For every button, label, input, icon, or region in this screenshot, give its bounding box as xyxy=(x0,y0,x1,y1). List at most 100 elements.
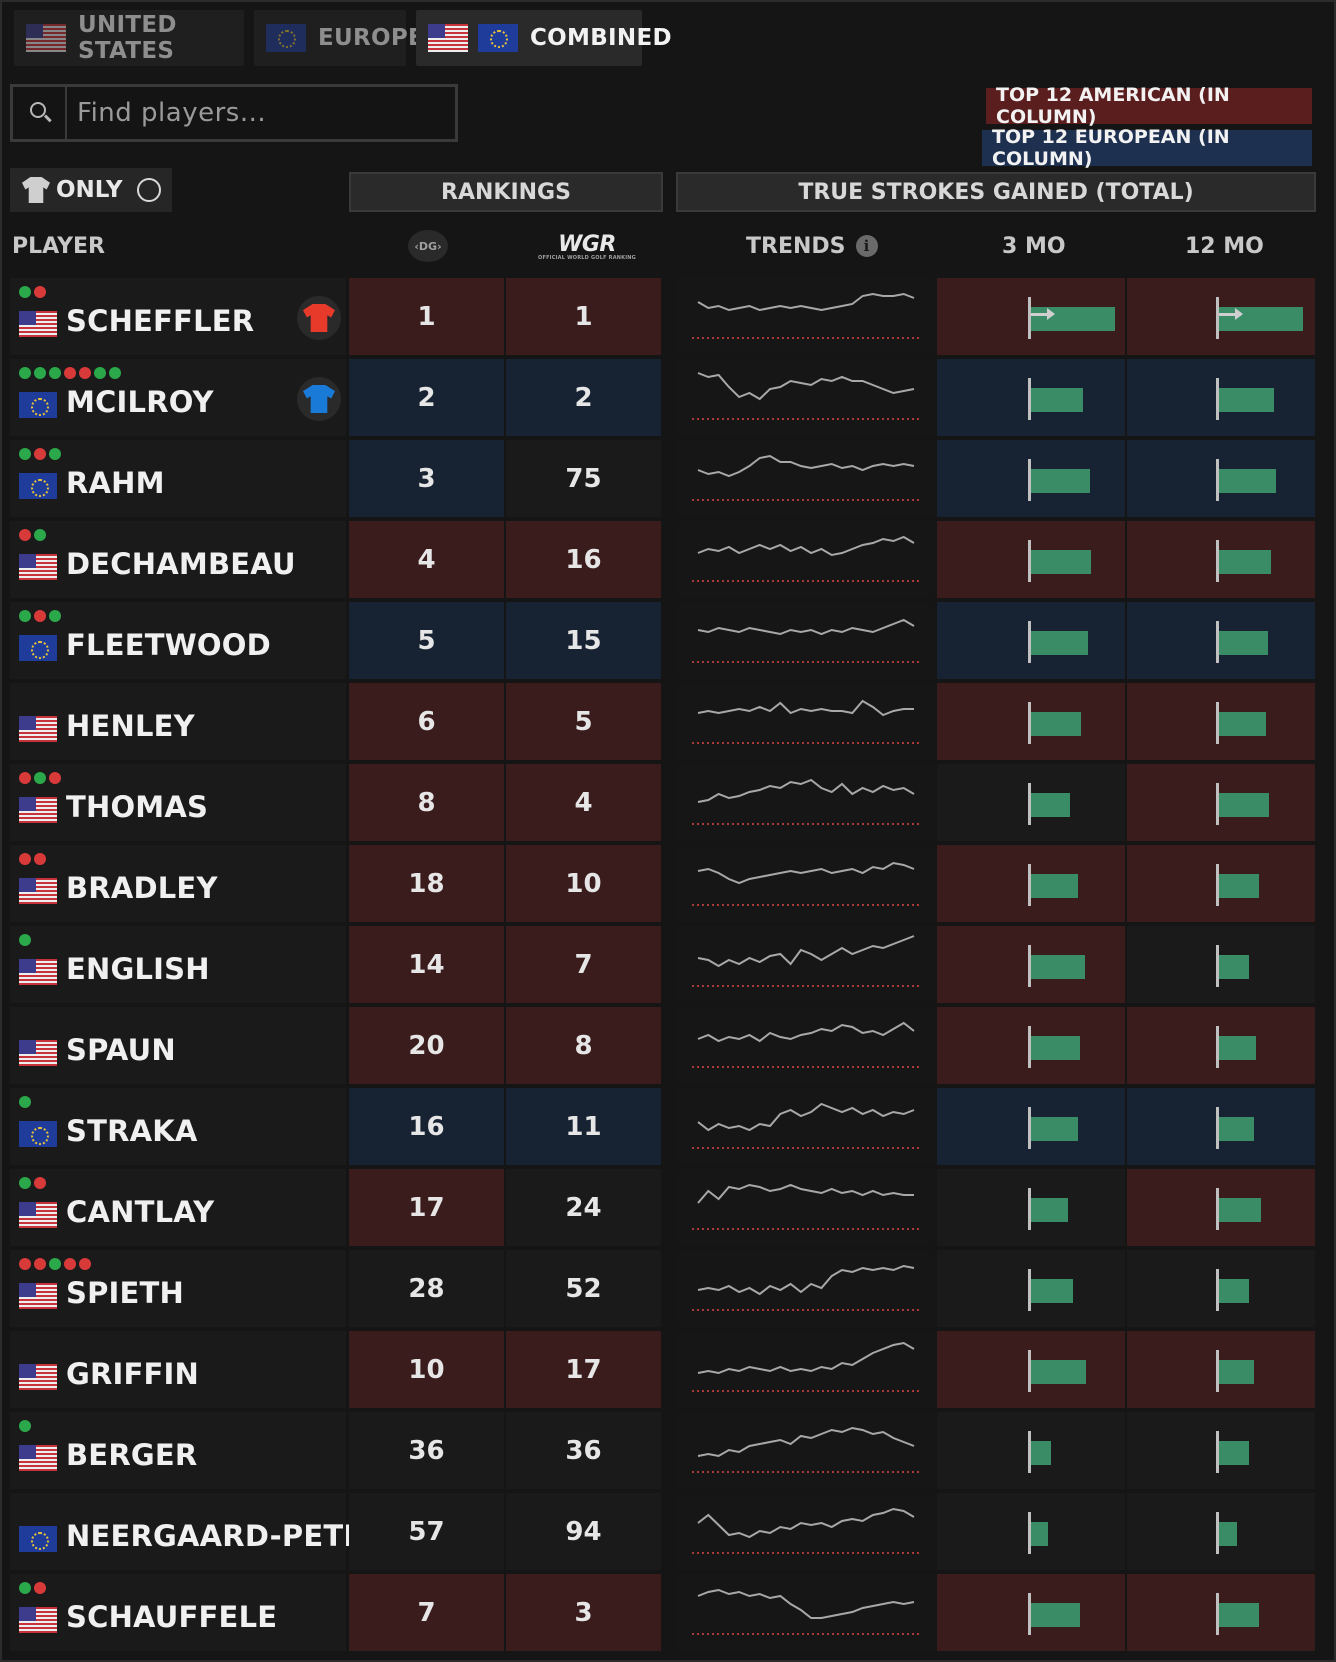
table-row[interactable]: ENGLISH 14 7 xyxy=(2,926,1334,1007)
bar-axis xyxy=(1028,702,1031,744)
player-name[interactable]: CANTLAY xyxy=(66,1195,215,1229)
sg-12mo-bar xyxy=(1219,955,1249,979)
player-name[interactable]: NEERGAARD-PETE... xyxy=(66,1519,397,1553)
dg-rank-cell: 14 xyxy=(349,926,504,1003)
player-cell[interactable]: SPIETH xyxy=(10,1250,346,1327)
player-cell[interactable]: BRADLEY xyxy=(10,845,346,922)
table-row[interactable]: HENLEY 6 5 xyxy=(2,683,1334,764)
table-row[interactable]: MCILROY 2 2 xyxy=(2,359,1334,440)
player-name[interactable]: SCHEFFLER xyxy=(66,304,255,338)
player-cell[interactable]: STRAKA xyxy=(10,1088,346,1165)
player-name[interactable]: SCHAUFFELE xyxy=(66,1600,278,1634)
column-header-player[interactable]: PLAYER xyxy=(12,233,105,259)
table-row[interactable]: CANTLAY 17 24 xyxy=(2,1169,1334,1250)
player-name[interactable]: RAHM xyxy=(66,466,165,500)
bar-axis xyxy=(1216,1512,1219,1554)
column-header-trends: TRENDS i xyxy=(746,224,878,268)
player-name[interactable]: GRIFFIN xyxy=(66,1357,200,1391)
bar-axis xyxy=(1028,297,1031,339)
player-cell[interactable]: HENLEY xyxy=(10,683,346,760)
player-name[interactable]: DECHAMBEAU xyxy=(66,547,296,581)
sg-12mo-bar xyxy=(1219,1279,1249,1303)
only-filter-radio[interactable] xyxy=(136,178,161,202)
player-name[interactable]: HENLEY xyxy=(66,709,195,743)
form-dot xyxy=(19,286,31,298)
sg-3mo-cell xyxy=(937,521,1125,598)
player-cell[interactable]: ENGLISH xyxy=(10,926,346,1003)
table-row[interactable]: GRIFFIN 10 17 xyxy=(2,1331,1334,1412)
table-row[interactable]: BERGER 36 36 xyxy=(2,1412,1334,1493)
table-row[interactable]: SPAUN 20 8 xyxy=(2,1007,1334,1088)
table-row[interactable]: FLEETWOOD 5 15 xyxy=(2,602,1334,683)
shirt-badge[interactable] xyxy=(297,377,341,421)
player-cell[interactable]: GRIFFIN xyxy=(10,1331,346,1408)
dg-rank-cell: 20 xyxy=(349,1007,504,1084)
player-name[interactable]: MCILROY xyxy=(66,385,214,419)
player-cell[interactable]: SCHAUFFELE xyxy=(10,1574,346,1651)
player-cell[interactable]: NEERGAARD-PETE... xyxy=(10,1493,397,1570)
player-cell[interactable]: THOMAS xyxy=(10,764,346,841)
form-dot xyxy=(34,286,46,298)
form-dot xyxy=(19,610,31,622)
tab-europe[interactable]: EUROPE xyxy=(254,10,424,66)
player-cell[interactable]: DECHAMBEAU xyxy=(10,521,346,598)
player-cell[interactable]: BERGER xyxy=(10,1412,346,1489)
table-row[interactable]: SCHEFFLER 1 1 xyxy=(2,278,1334,359)
player-name[interactable]: BRADLEY xyxy=(66,871,218,905)
player-name[interactable]: STRAKA xyxy=(66,1114,198,1148)
player-name[interactable]: BERGER xyxy=(66,1438,198,1472)
sg-12mo-cell xyxy=(1127,845,1315,922)
player-name[interactable]: THOMAS xyxy=(66,790,209,824)
only-shirt-filter[interactable]: ONLY xyxy=(10,168,172,212)
player-name[interactable]: SPIETH xyxy=(66,1276,184,1310)
column-header-12-month[interactable]: 12 MO xyxy=(1185,233,1264,259)
form-dots xyxy=(19,367,124,379)
bar-axis xyxy=(1028,540,1031,582)
player-cell[interactable]: SCHEFFLER xyxy=(10,278,346,355)
trend-sparkline xyxy=(692,1183,920,1230)
search-input[interactable] xyxy=(67,87,455,139)
table-row[interactable]: NEERGAARD-PETE... 57 94 xyxy=(2,1493,1334,1574)
bar-axis xyxy=(1216,1350,1219,1392)
sg-3mo-bar xyxy=(1031,1036,1080,1060)
trend-cell xyxy=(678,359,935,436)
table-row[interactable]: SCHAUFFELE 7 3 xyxy=(2,1574,1334,1655)
form-dots xyxy=(19,772,64,784)
table-row[interactable]: SPIETH 28 52 xyxy=(2,1250,1334,1331)
owgr-rank-cell: 7 xyxy=(506,926,661,1003)
form-dot xyxy=(34,1258,46,1270)
trend-line xyxy=(697,454,915,478)
column-header-3-month[interactable]: 3 MO xyxy=(1002,233,1066,259)
player-name[interactable]: ENGLISH xyxy=(66,952,210,986)
player-cell[interactable]: FLEETWOOD xyxy=(10,602,346,679)
trend-sparkline xyxy=(692,1102,920,1149)
table-row[interactable]: BRADLEY 18 10 xyxy=(2,845,1334,926)
trend-sparkline xyxy=(692,454,920,501)
player-cell[interactable]: MCILROY xyxy=(10,359,346,436)
trend-cell xyxy=(678,1331,935,1408)
shirt-badge[interactable] xyxy=(297,296,341,340)
table-row[interactable]: DECHAMBEAU 4 16 xyxy=(2,521,1334,602)
table-row[interactable]: STRAKA 16 11 xyxy=(2,1088,1334,1169)
player-name[interactable]: FLEETWOOD xyxy=(66,628,271,662)
form-dot xyxy=(79,367,91,379)
info-icon[interactable]: i xyxy=(855,235,878,257)
player-name[interactable]: SPAUN xyxy=(66,1033,176,1067)
table-row[interactable]: RAHM 3 75 xyxy=(2,440,1334,521)
sg-12mo-cell xyxy=(1127,1169,1315,1246)
eu-flag-icon xyxy=(19,635,57,661)
table-row[interactable]: THOMAS 8 4 xyxy=(2,764,1334,845)
column-header-owgr[interactable]: WGR OFFICIAL WORLD GOLF RANKING xyxy=(537,224,637,268)
tab-united-states[interactable]: UNITED STATES xyxy=(14,10,244,66)
column-header-dg-rank[interactable]: ‹ DG › xyxy=(408,224,448,268)
player-cell[interactable]: RAHM xyxy=(10,440,346,517)
trend-line xyxy=(697,1102,915,1132)
us-flag-icon xyxy=(19,554,57,580)
player-cell[interactable]: CANTLAY xyxy=(10,1169,346,1246)
us-flag-icon xyxy=(26,24,66,52)
sg-12mo-bar xyxy=(1219,550,1271,574)
tab-combined[interactable]: COMBINED xyxy=(416,10,672,66)
bar-axis xyxy=(1216,783,1219,825)
dg-rank-cell: 4 xyxy=(349,521,504,598)
player-cell[interactable]: SPAUN xyxy=(10,1007,346,1084)
